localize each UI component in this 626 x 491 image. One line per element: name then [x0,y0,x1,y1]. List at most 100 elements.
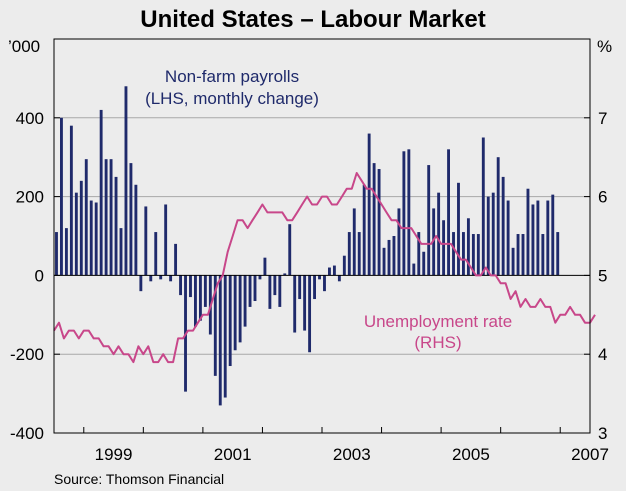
right-axis-tick-labels: 7 6 5 4 3 [598,109,607,443]
left-axis-tick-label: 400 [16,109,44,128]
payrolls-bar [89,200,93,276]
payrolls-bar [194,275,197,327]
payrolls-bar [94,202,98,276]
right-axis-tick-label: 3 [598,424,607,443]
payrolls-bar [99,109,103,276]
x-axis-tick-label: 1999 [95,445,133,464]
left-axis-tick-labels: 400 200 0 -200 -400 [10,109,44,443]
payrolls-bar [407,149,411,276]
payrolls-bar [74,192,78,276]
x-axis-tick-label: 2003 [333,445,371,464]
unemployment-series-label: Unemployment rate [364,312,512,331]
left-axis-unit: ’000 [8,37,40,56]
payrolls-bar [293,275,297,333]
payrolls-bars [55,86,560,406]
payrolls-bar [179,275,182,296]
payrolls-bar [109,159,113,276]
payrolls-bar [203,275,207,307]
payrolls-bar [496,157,500,276]
payrolls-bar [119,228,123,276]
payrolls-bar [506,200,510,276]
payrolls-bar [342,255,346,276]
payrolls-bar [144,206,148,276]
payrolls-bar [64,228,68,276]
x-axis-tick-label: 2007 [571,445,609,464]
payrolls-bar [347,232,351,276]
payrolls-bar [318,275,321,280]
payrolls-bar [283,273,287,276]
payrolls-bar [174,243,178,276]
unemployment-series-sublabel: (RHS) [414,333,461,352]
payrolls-bar [357,232,361,276]
payrolls-bar [466,218,470,276]
left-axis-tick-label: 200 [16,188,44,207]
payrolls-bar [516,234,520,276]
payrolls-bar [372,163,376,276]
payrolls-bar [154,232,158,276]
payrolls-bar [55,232,58,276]
payrolls-bar [149,275,153,282]
payrolls-bar [139,275,143,292]
payrolls-bar [546,200,550,276]
payrolls-bar [511,247,515,276]
payrolls-bar [233,275,237,351]
payrolls-bar [382,247,386,276]
payrolls-bar [541,234,545,276]
payrolls-bar [437,192,441,276]
payrolls-bar [457,182,460,276]
payrolls-bar [104,159,108,276]
payrolls-bar [223,275,227,398]
payrolls-bar [308,275,312,353]
payrolls-bar [556,232,560,276]
right-axis-tick-label: 6 [598,188,607,207]
payrolls-bar [258,275,262,280]
payrolls-series-label: Non-farm payrolls [165,67,299,86]
payrolls-bar [189,275,192,298]
payrolls-bar [303,275,307,331]
payrolls-bar [288,224,292,276]
payrolls-bar [323,275,326,292]
payrolls-bar [551,194,555,276]
payrolls-bar [273,275,277,296]
right-axis-tick-label: 4 [598,345,607,364]
payrolls-bar [328,267,331,276]
payrolls-bar [298,275,302,300]
payrolls-bar [481,137,485,276]
payrolls-bar [462,232,465,276]
payrolls-bar [313,275,316,300]
payrolls-bar [397,208,401,276]
payrolls-bar [476,234,480,276]
payrolls-bar [129,163,133,276]
payrolls-bar [263,257,267,276]
payrolls-bar [213,275,217,376]
payrolls-bar [69,125,73,276]
payrolls-bar [526,188,530,276]
payrolls-bar [442,220,446,276]
payrolls-bar [134,184,138,276]
payrolls-bar [432,208,436,276]
payrolls-bar [84,159,88,276]
payrolls-bar [422,251,426,276]
chart-title: United States – Labour Market [140,6,485,33]
payrolls-bar [377,169,381,276]
payrolls-bar [531,204,535,276]
payrolls-bar [417,232,421,276]
payrolls-bar [392,236,396,276]
payrolls-bar [352,208,356,276]
source-note: Source: Thomson Financial [54,471,224,487]
payrolls-bar [447,149,450,276]
payrolls-bar [238,275,242,343]
unemployment-line-group [53,172,596,364]
payrolls-bar [486,196,490,276]
unemployment-rate-line [53,172,596,364]
payrolls-bar [228,275,232,367]
payrolls-bar [124,86,128,276]
payrolls-bar [268,275,272,309]
payrolls-bar [521,234,525,276]
payrolls-bar [536,200,540,276]
payrolls-bar [452,232,455,276]
payrolls-bar [491,192,495,276]
payrolls-bar [218,275,222,406]
payrolls-series-sublabel: (LHS, monthly change) [145,89,319,108]
